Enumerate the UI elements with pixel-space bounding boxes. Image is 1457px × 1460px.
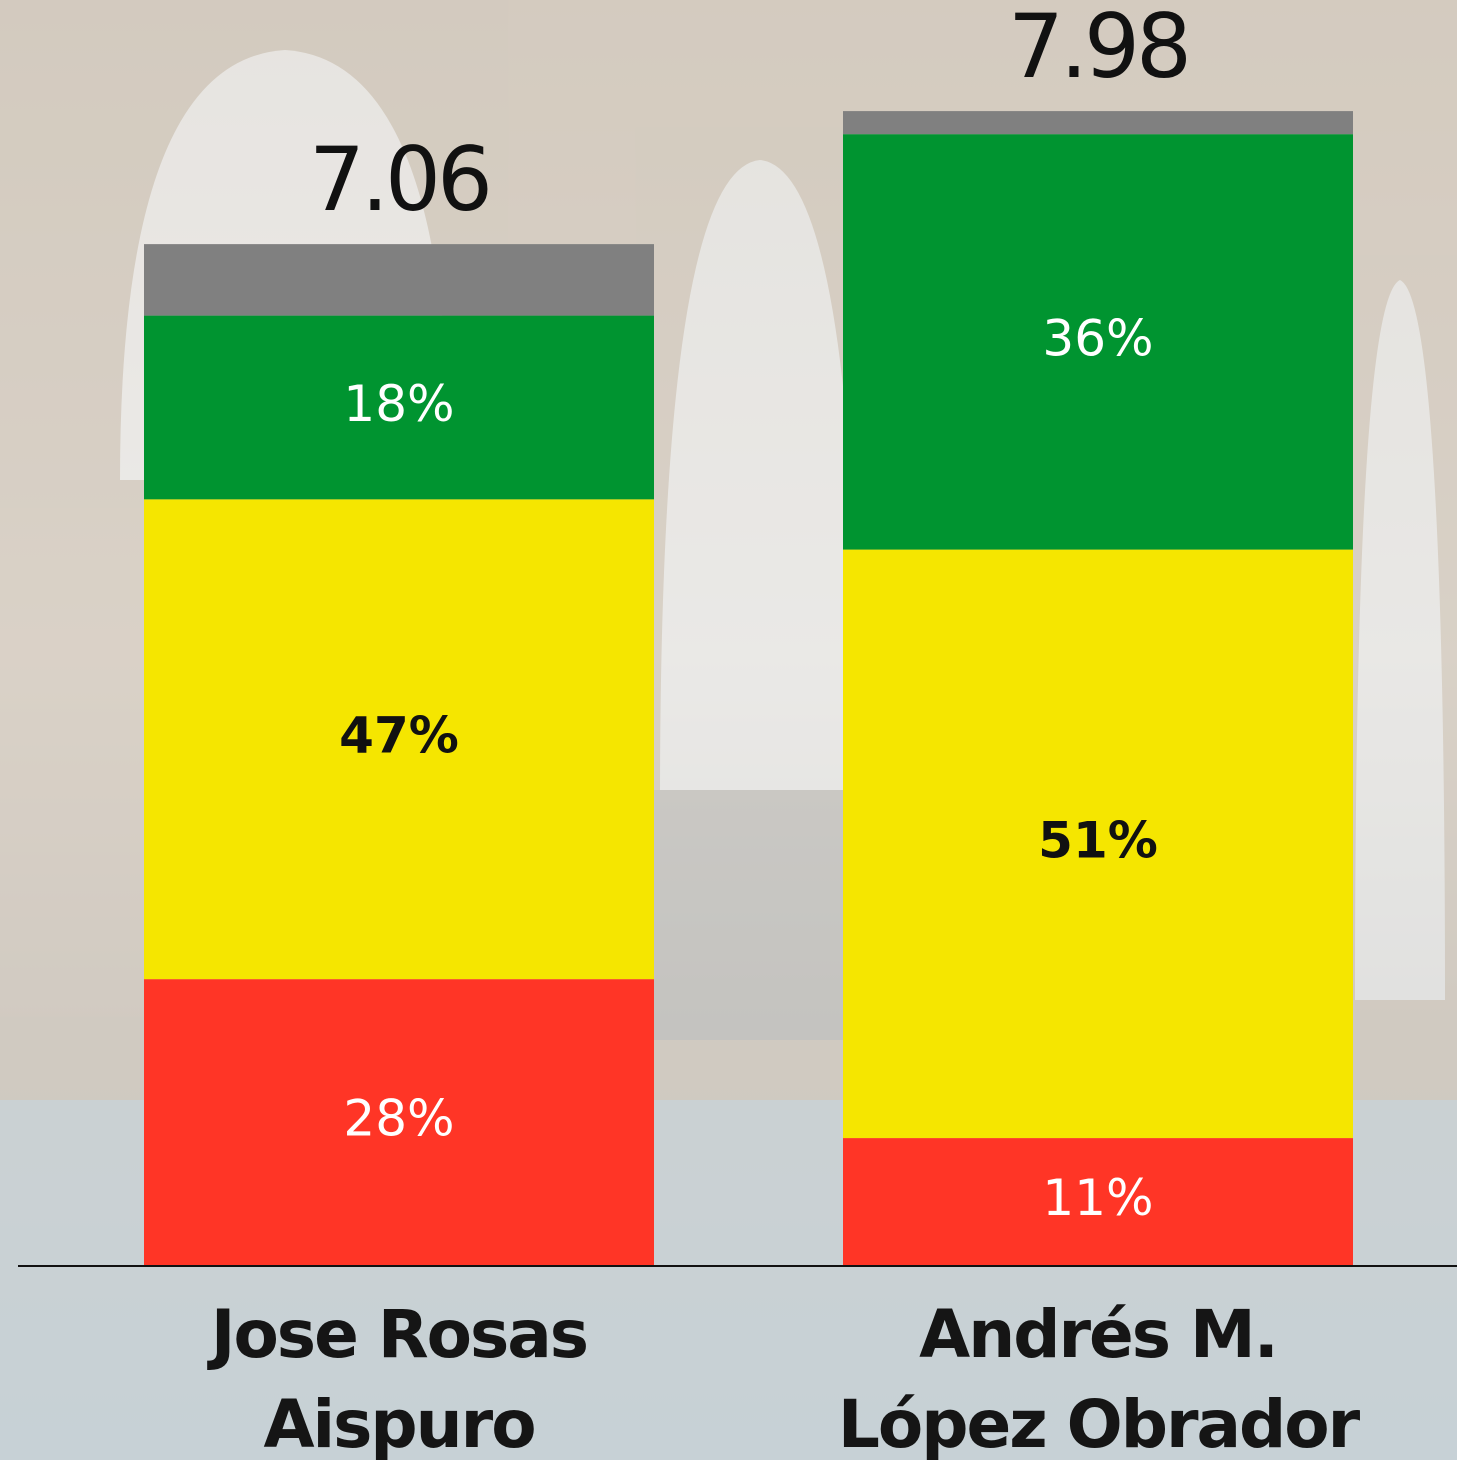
- segment-label: 11%: [1042, 1169, 1153, 1227]
- segment-label: 51%: [1038, 811, 1158, 869]
- segment-label: 36%: [1042, 309, 1153, 367]
- category-label: Andrés M. López Obrador: [808, 1290, 1388, 1460]
- chart: 28% 47% 18% 7.06 11% 51% 36% 7.98 Jose Rosas Ai…: [0, 0, 1457, 1460]
- segment-label: 18%: [343, 375, 454, 433]
- score-label: 7.06: [309, 128, 489, 231]
- chart-svg: 28% 47% 18% 7.06 11% 51% 36% 7.98: [0, 0, 1457, 1460]
- bar-segment: [843, 111, 1353, 134]
- segment-label: 47%: [339, 707, 459, 765]
- bar-segment: [144, 244, 654, 315]
- category-label: Jose Rosas Aispuro: [109, 1290, 689, 1460]
- segment-label: 28%: [343, 1090, 454, 1148]
- score-label: 7.98: [1008, 0, 1188, 98]
